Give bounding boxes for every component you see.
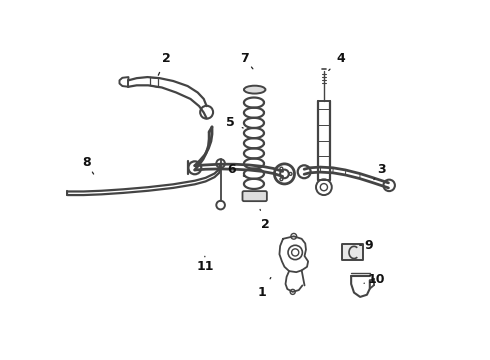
Text: 3: 3 [374,163,386,180]
Text: 7: 7 [240,51,253,69]
Text: 8: 8 [82,156,94,174]
Text: 6: 6 [227,163,245,176]
Text: 2: 2 [260,210,270,231]
Text: 1: 1 [258,278,271,300]
Ellipse shape [244,86,266,94]
Text: 5: 5 [225,116,243,129]
FancyBboxPatch shape [243,191,267,201]
Text: 10: 10 [364,273,385,286]
Text: 9: 9 [360,239,373,252]
Text: 11: 11 [196,256,214,273]
Text: 4: 4 [329,51,345,71]
Bar [342,244,364,260]
Text: 2: 2 [158,51,171,75]
